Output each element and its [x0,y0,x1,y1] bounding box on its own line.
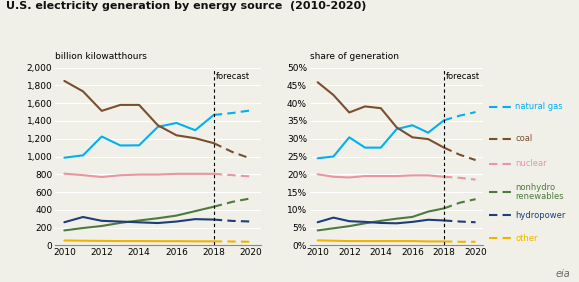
Text: U.S. electricity generation by energy source  (2010-2020): U.S. electricity generation by energy so… [6,1,366,11]
Text: natural gas: natural gas [515,102,563,111]
Text: nuclear: nuclear [515,159,547,168]
Text: hydropower: hydropower [515,211,566,220]
Text: share of generation: share of generation [310,52,399,61]
Text: billion kilowatthours: billion kilowatthours [55,52,147,61]
Text: nonhydro
renewables: nonhydro renewables [515,183,564,201]
Text: forecast: forecast [446,72,479,81]
Text: forecast: forecast [216,72,250,81]
Text: eia: eia [556,269,570,279]
Text: other: other [515,234,538,243]
Text: coal: coal [515,134,533,143]
